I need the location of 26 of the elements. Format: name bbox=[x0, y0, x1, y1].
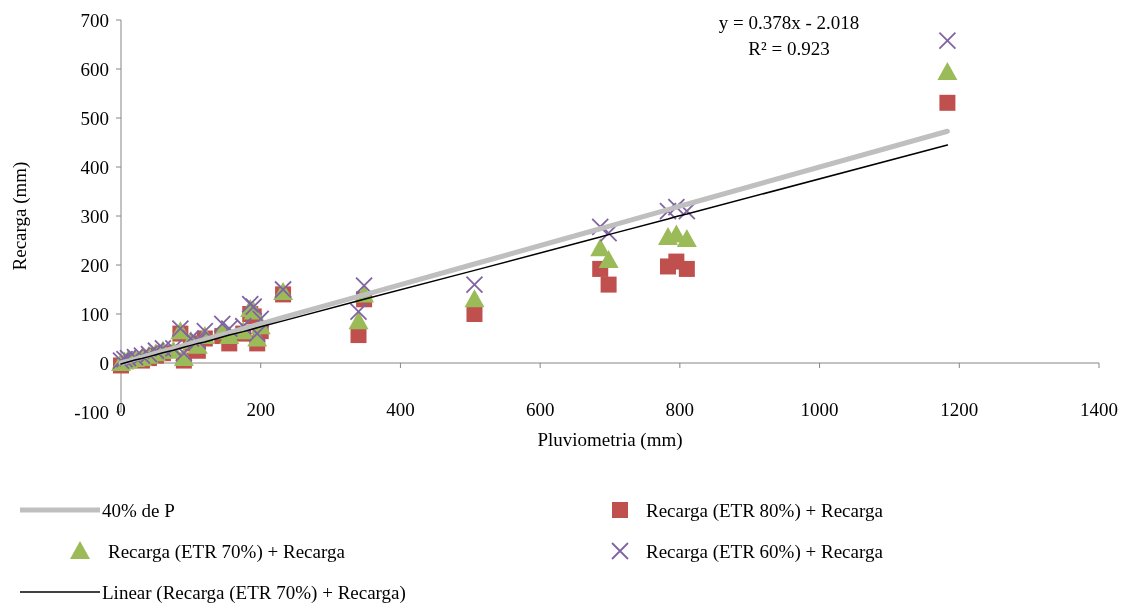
x-tick-label: 200 bbox=[246, 398, 275, 420]
annotation: R² = 0.923 bbox=[748, 37, 830, 59]
y-axis-title: Recarga (mm) bbox=[9, 161, 31, 271]
legend-label: Recarga (ETR 80%) + Recarga bbox=[646, 499, 884, 522]
x-tick-label: 1400 bbox=[1080, 398, 1118, 420]
y-tick-label: 0 bbox=[99, 352, 109, 374]
x-tick-label: 600 bbox=[525, 398, 555, 420]
legend-label: 40% de P bbox=[102, 499, 175, 521]
y-tick-label: 700 bbox=[80, 9, 109, 31]
y-tick-label: 200 bbox=[80, 254, 109, 276]
y-tick-label: 300 bbox=[80, 205, 109, 227]
legend-label: Recarga (ETR 70%) + Recarga bbox=[108, 540, 346, 563]
y-tick-label: -100 bbox=[74, 401, 109, 423]
annotation: y = 0.378x - 2.018 bbox=[718, 11, 860, 33]
x-axis-title: Pluviometria (mm) bbox=[537, 429, 683, 451]
x-tick-label: 1200 bbox=[940, 398, 979, 420]
legend-label: Linear (Recarga (ETR 70%) + Recarga) bbox=[102, 581, 406, 604]
x-tick-label: 800 bbox=[665, 398, 695, 420]
x-tick-label: 0 bbox=[116, 398, 126, 420]
y-tick-label: 100 bbox=[80, 303, 109, 325]
y-tick-label: 400 bbox=[80, 156, 109, 178]
legend-label: Recarga (ETR 60%) + Recarga bbox=[646, 540, 884, 563]
x-tick-label: 400 bbox=[386, 398, 415, 420]
y-tick-label: 500 bbox=[80, 107, 109, 129]
y-tick-label: 600 bbox=[80, 58, 109, 80]
x-tick-label: 1000 bbox=[800, 398, 839, 420]
